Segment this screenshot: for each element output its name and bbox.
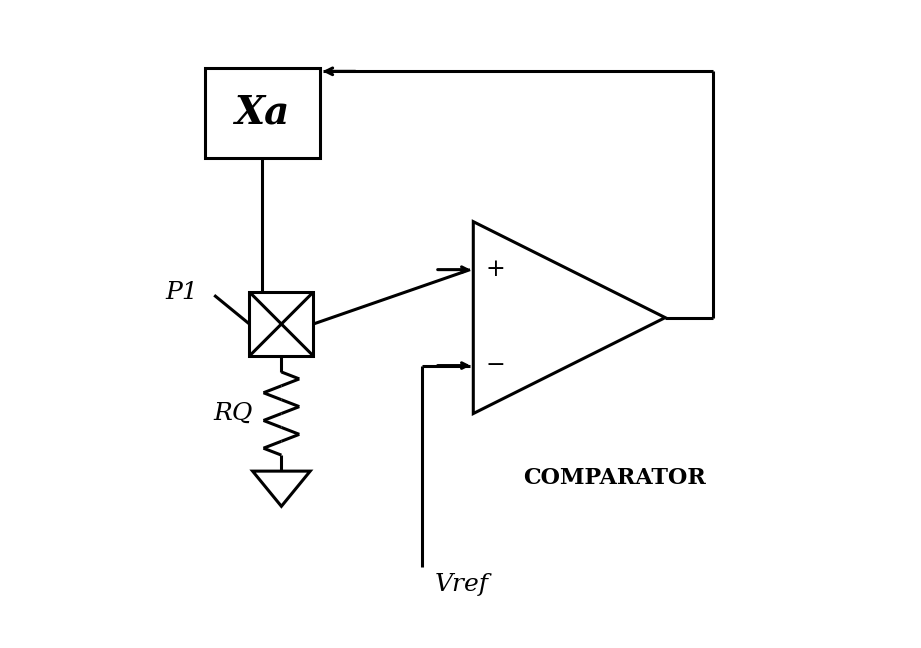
Text: COMPARATOR: COMPARATOR <box>522 467 705 489</box>
Text: −: − <box>485 354 506 377</box>
Text: Vref: Vref <box>435 573 489 596</box>
Bar <box>204 68 320 157</box>
Text: +: + <box>485 258 506 281</box>
Text: Xa: Xa <box>235 94 290 132</box>
Bar <box>250 292 313 356</box>
Text: RQ: RQ <box>214 402 253 425</box>
Text: P1: P1 <box>166 281 198 303</box>
